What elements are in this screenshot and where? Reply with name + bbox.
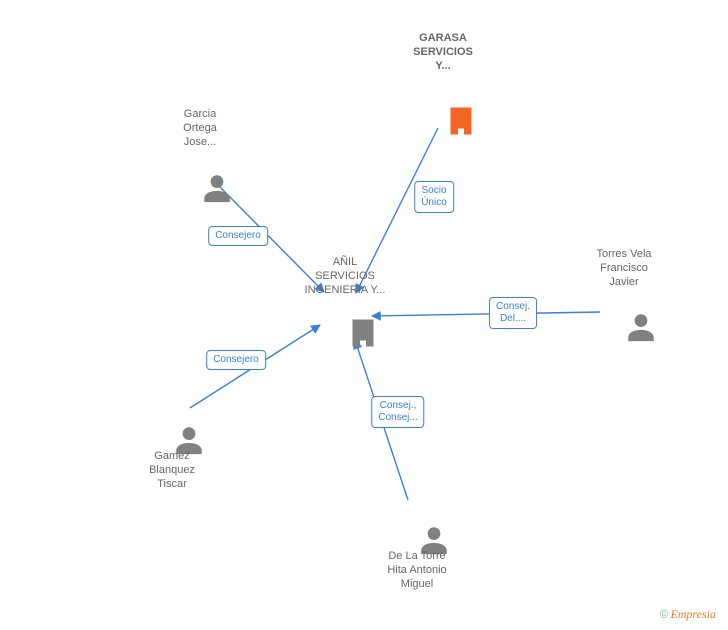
edge-line: [372, 312, 600, 316]
node-label: Torres Vela Francisco Javier: [574, 248, 674, 289]
watermark-brand: Empresia: [670, 607, 716, 621]
node-label: GARASA SERVICIOS Y...: [393, 32, 493, 73]
edge-label: Consejero: [206, 350, 266, 370]
node-label: De La Torre Hita Antonio Miguel: [367, 550, 467, 591]
node-label: Garcia Ortega Jose...: [150, 108, 250, 149]
node-label: AÑIL SERVICIOS INGENIERIA Y...: [295, 256, 395, 297]
edge-label: Consejero: [208, 226, 268, 246]
edge-label: Consej., Consej...: [371, 396, 424, 428]
copyright-symbol: ©: [660, 607, 669, 621]
node-label: Gamez Blanquez Tiscar: [122, 450, 222, 491]
edge-label: Socio Único: [414, 181, 454, 213]
watermark: ©Empresia: [660, 607, 716, 622]
edge-label: Consej. Del....: [489, 297, 537, 329]
